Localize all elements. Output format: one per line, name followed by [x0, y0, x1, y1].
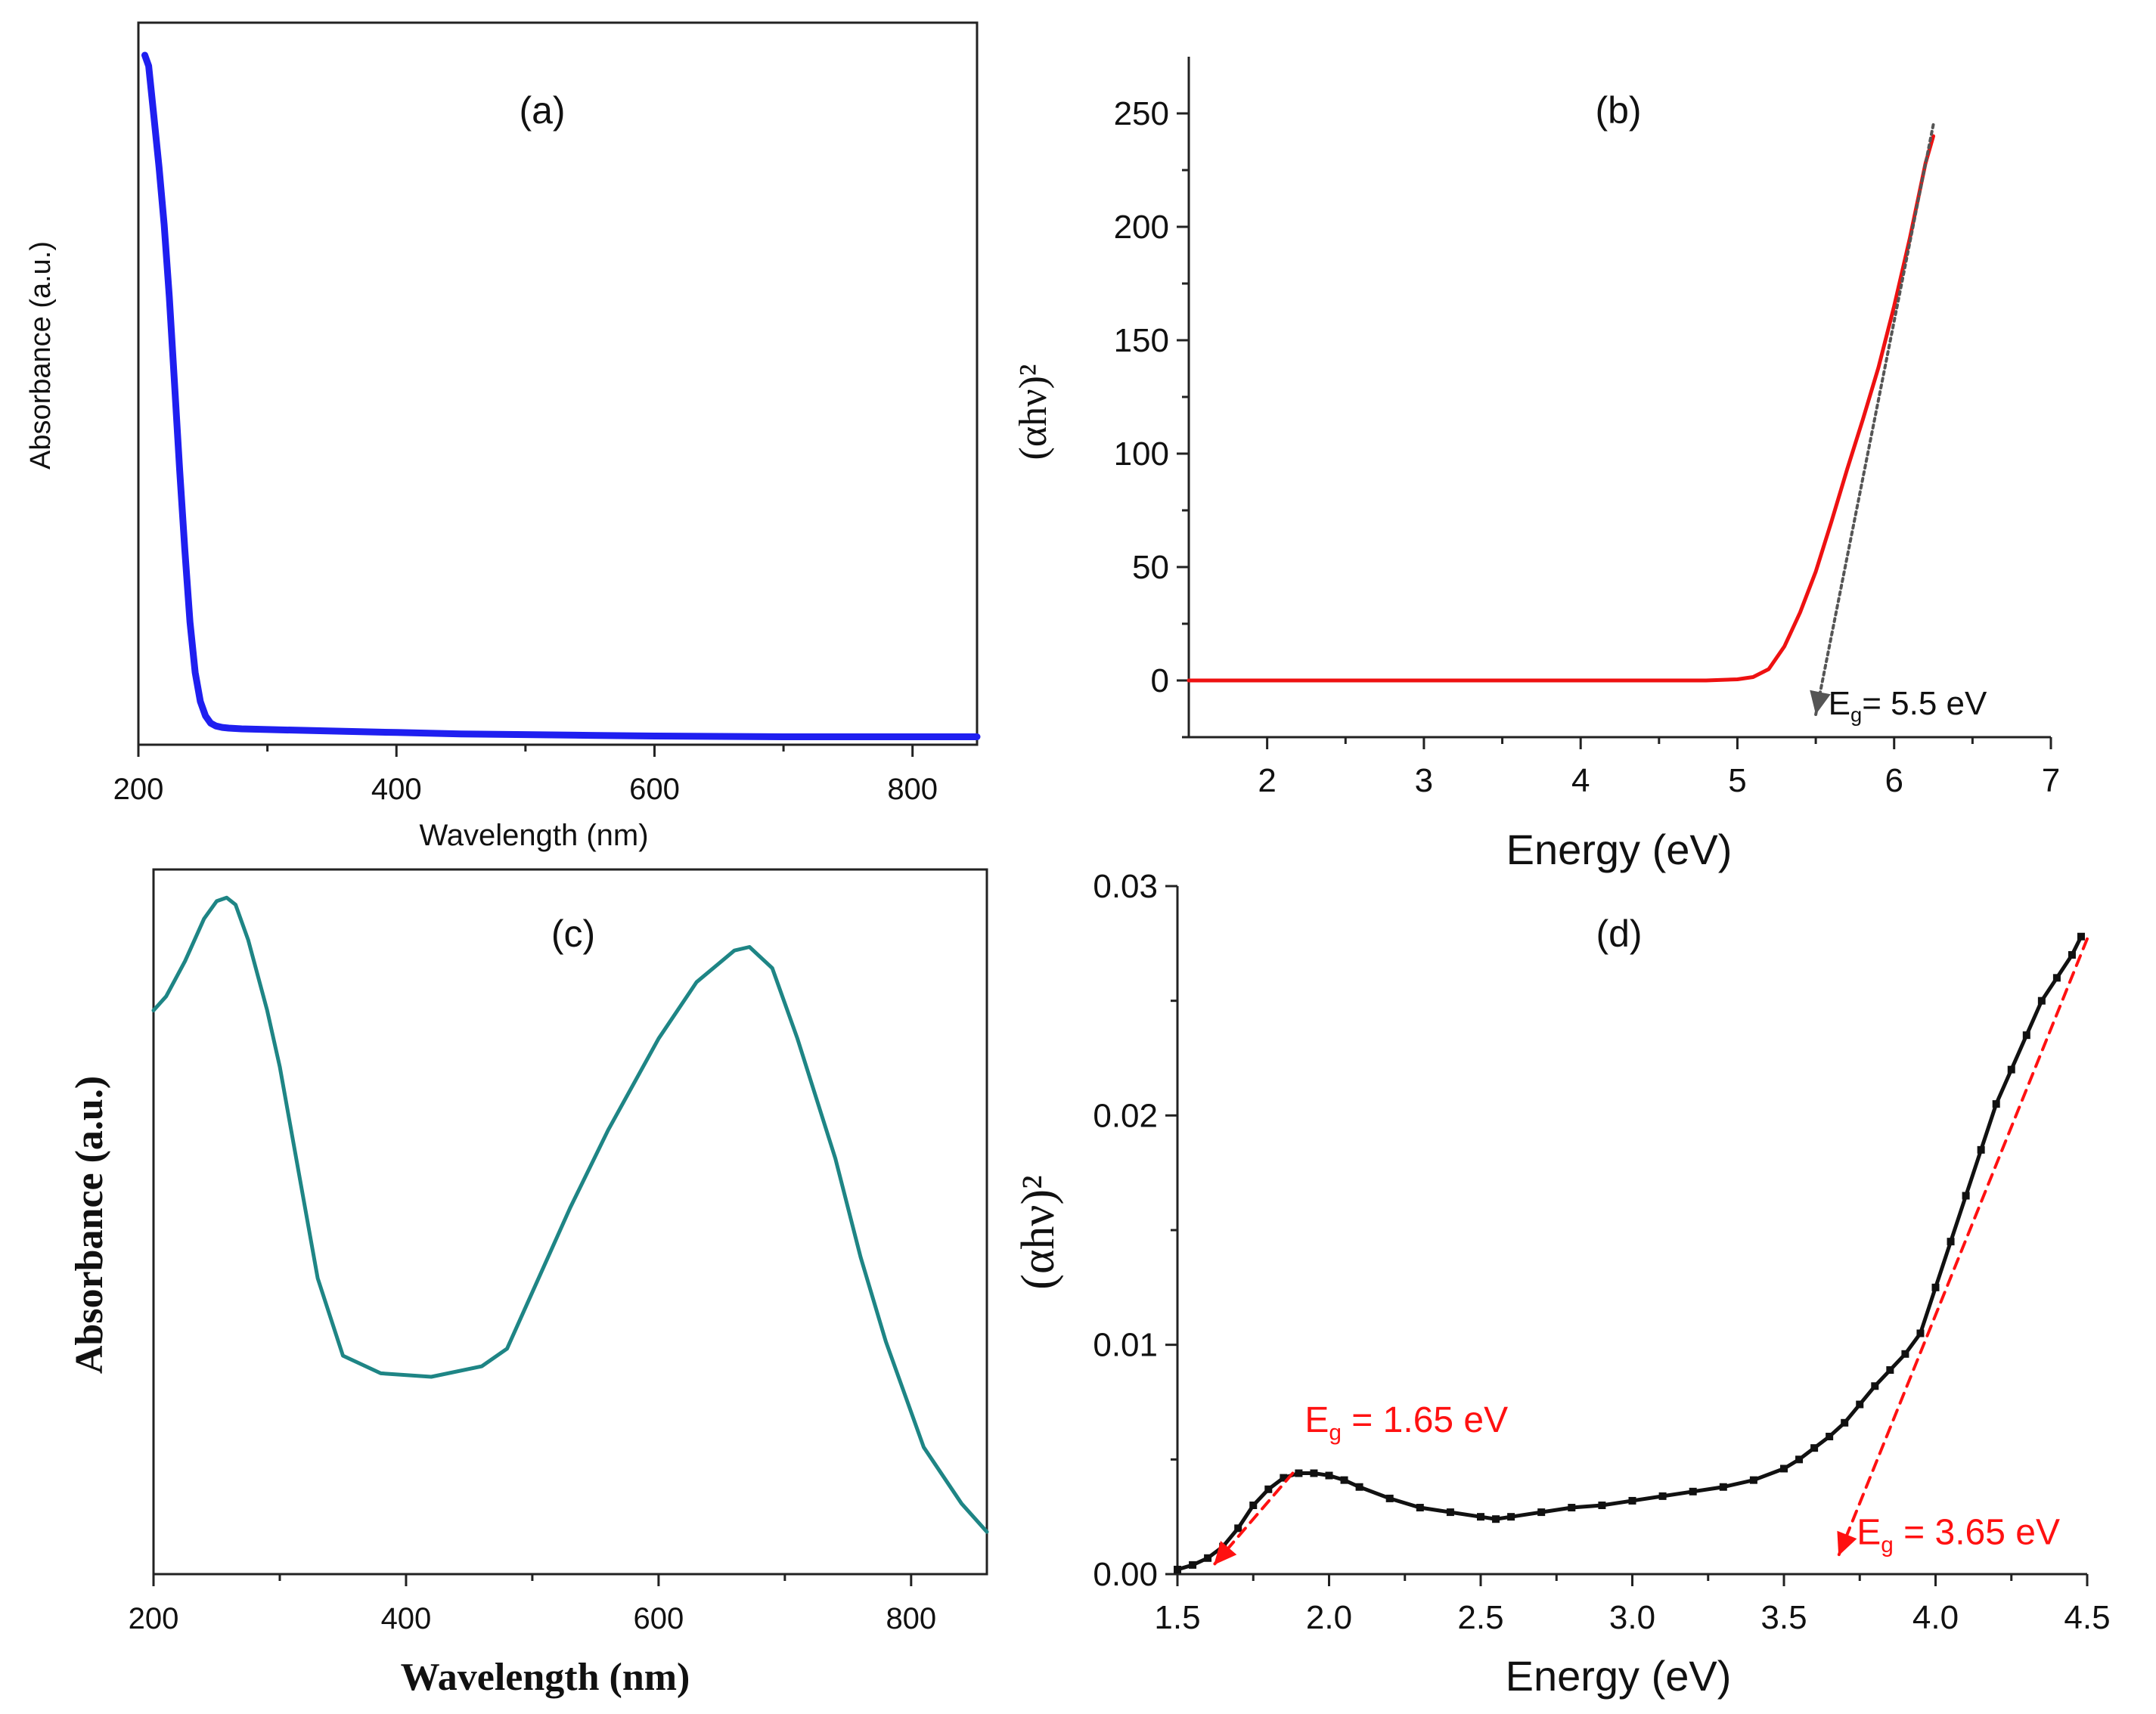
panel-b-label: (b)	[1595, 89, 1641, 132]
panel-c-x-tick-label: 200	[129, 1602, 179, 1635]
panel-c-x-tick-label: 600	[634, 1602, 684, 1635]
panel-d-bandgap-annotation: Eg = 3.65 eV	[1857, 1513, 2060, 1558]
bandgap-value: = 5.5 eV	[1862, 685, 1987, 722]
panel-a-series-line	[141, 51, 981, 740]
bandgap-value: = 3.65 eV	[1894, 1513, 2060, 1553]
panel-c-y-axis-label: Absorbance (a.u.)	[68, 1076, 111, 1374]
panel-a-label: (a)	[519, 89, 565, 132]
panel-b-fit-arrowhead	[1810, 690, 1831, 714]
panel-c-marks	[151, 895, 989, 1534]
panel-b-x-tick-label: 3	[1415, 762, 1433, 799]
panel-c-x-tick-label: 800	[886, 1602, 936, 1635]
panel-b-x-tick-label: 2	[1258, 762, 1276, 799]
panel-b-y-axis-label: (αhν)²	[1012, 364, 1055, 460]
panel-d-y-tick-label: 0.03	[1093, 868, 1158, 905]
bandgap-subscript: g	[1329, 1420, 1342, 1445]
panel-d-x-tick-label: 1.5	[1154, 1599, 1200, 1636]
panel-c-label: (c)	[551, 913, 595, 955]
panel-d-x-tick-label: 2.5	[1457, 1599, 1503, 1636]
panel-a-axes: 200 400 600 800	[113, 21, 979, 806]
panel-a-x-tick-label: 400	[371, 773, 422, 806]
panel-d-x-tick-label: 3.5	[1760, 1599, 1807, 1636]
panel-c-series-line	[151, 895, 989, 1534]
panel-b: 2 3 4 5 6 7 0 50 100 150 200 250 Eg= 5.5 eV (b) Ene…	[1012, 57, 2060, 873]
panel-b-y-tick-label: 100	[1114, 435, 1169, 473]
panel-c: 200 400 600 800 (c) Wavelength (nm) Absorba…	[68, 868, 989, 1699]
bandgap-symbol: E	[1304, 1400, 1329, 1440]
panel-c-x-tick-label: 400	[381, 1602, 432, 1635]
bandgap-symbol: E	[1857, 1513, 1881, 1553]
bandgap-symbol: E	[1829, 685, 1850, 722]
panel-b-x-tick-label: 6	[1885, 762, 1903, 799]
panel-d-x-tick-label: 4.0	[1912, 1599, 1959, 1636]
panel-b-y-tick-label: 150	[1114, 322, 1169, 359]
panel-a-x-tick-label: 600	[629, 773, 680, 806]
panel-b-x-tick-label: 5	[1728, 762, 1746, 799]
panel-a-marks	[141, 51, 981, 740]
panel-b-x-tick-label: 7	[2042, 762, 2060, 799]
panel-a-frame	[137, 21, 979, 746]
panel-c-x-axis-label: Wavelength (nm)	[401, 1656, 690, 1699]
panel-d-y-axis-label: (αhν)²	[1013, 1175, 1064, 1289]
panel-d-axes: 1.5 2.0 2.5 3.0 3.5 4.0 4.5 0.00 0.01 0.02 0.03	[1093, 868, 2110, 1636]
panel-d-bandgap-annotation: Eg = 1.65 eV	[1304, 1400, 1508, 1446]
panel-d-x-tick-label: 2.0	[1306, 1599, 1352, 1636]
panel-d-fit-arrowhead	[1837, 1530, 1857, 1556]
panel-a-x-axis-label: Wavelength (nm)	[419, 819, 648, 852]
panel-d-y-tick-label: 0.00	[1093, 1556, 1158, 1593]
bandgap-subscript: g	[1850, 703, 1862, 727]
bandgap-value: = 1.65 eV	[1342, 1400, 1508, 1440]
panel-b-axes: 2 3 4 5 6 7 0 50 100 150 200 250	[1114, 57, 2060, 799]
panel-d-fit-arrowhead	[1214, 1541, 1237, 1565]
panel-d: 1.5 2.0 2.5 3.0 3.5 4.0 4.5 0.00 0.01 0.02 0.03 Eg…	[1013, 868, 2111, 1700]
panel-d-y-tick-label: 0.01	[1093, 1327, 1158, 1364]
panel-b-x-tick-label: 4	[1571, 762, 1590, 799]
panel-a-x-tick-label: 800	[887, 773, 938, 806]
panel-c-axes: 200 400 600 800	[129, 868, 988, 1635]
panel-a-y-axis-label: Absorbance (a.u.)	[25, 241, 57, 470]
panel-b-marks: Eg= 5.5 eV	[1187, 123, 1987, 727]
panel-d-x-tick-label: 3.0	[1609, 1599, 1655, 1636]
panel-d-series-trace	[1177, 935, 2083, 1572]
panel-b-y-tick-label: 200	[1114, 209, 1169, 246]
panel-b-x-axis-label: Energy (eV)	[1506, 826, 1733, 873]
panel-a-x-tick-label: 200	[113, 773, 164, 806]
panel-b-series-line	[1187, 134, 1935, 683]
panel-b-y-tick-label: 0	[1151, 662, 1169, 699]
panel-d-x-axis-label: Energy (eV)	[1506, 1652, 1732, 1700]
panel-d-fit-line	[1837, 937, 2089, 1557]
panel-c-frame	[152, 868, 988, 1576]
panel-b-bandgap-annotation: Eg= 5.5 eV	[1829, 685, 1987, 727]
panel-d-label: (d)	[1596, 913, 1642, 955]
panel-b-fit-line	[1814, 123, 1935, 716]
panel-b-y-tick-label: 250	[1114, 95, 1169, 132]
panel-d-y-tick-label: 0.02	[1093, 1097, 1158, 1134]
panel-a: 200 400 600 800 (a) Wavelength (nm) Absorba…	[25, 21, 981, 852]
bandgap-subscript: g	[1881, 1533, 1894, 1557]
panel-d-x-tick-label: 4.5	[2064, 1599, 2110, 1636]
panel-b-y-tick-label: 50	[1132, 549, 1169, 586]
